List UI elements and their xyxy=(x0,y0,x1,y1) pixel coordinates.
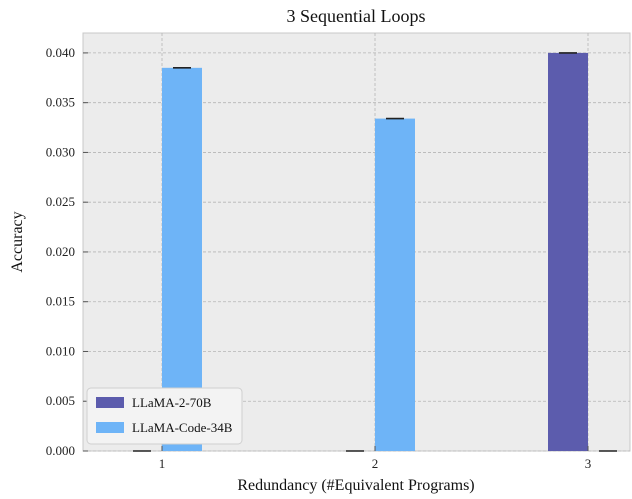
y-tick-label: 0.025 xyxy=(46,194,75,209)
tick-labels: 0.000 0.005 0.010 0.015 0.020 0.025 0.030 0.035… xyxy=(46,45,592,471)
y-tick-label: 0.015 xyxy=(46,294,75,309)
y-tick-label: 0.020 xyxy=(46,244,75,259)
bar-llama-code-34b-2 xyxy=(375,118,415,451)
bars xyxy=(133,52,617,452)
x-tick-label: 2 xyxy=(372,456,379,471)
bar-llama-code-34b-1 xyxy=(162,67,202,451)
y-axis-title: Accuracy xyxy=(9,211,26,272)
y-tick-label: 0.010 xyxy=(46,343,75,358)
legend-label-llama-2-70b: LLaMA-2-70B xyxy=(132,395,212,410)
y-tick-label: 0.000 xyxy=(46,443,75,458)
legend-box xyxy=(86,387,243,445)
bar-llama-2-70b-3 xyxy=(548,52,588,452)
x-tick-label: 1 xyxy=(159,456,166,471)
y-tick-label: 0.030 xyxy=(46,144,75,159)
x-axis-title: Redundancy (#Equivalent Programs) xyxy=(237,477,474,494)
chart-title: 3 Sequential Loops xyxy=(287,6,426,26)
legend-swatch-llama-2-70b xyxy=(96,397,124,408)
legend-swatch-llama-code-34b xyxy=(96,422,124,433)
legend-label-llama-code-34b: LLaMA-Code-34B xyxy=(132,420,233,435)
y-tick-label: 0.005 xyxy=(46,393,75,408)
legend: LLaMA-2-70B LLaMA-Code-34B xyxy=(86,387,243,445)
y-tick-label: 0.035 xyxy=(46,95,75,110)
x-tick-label: 3 xyxy=(585,456,592,471)
y-tick-label: 0.040 xyxy=(46,45,75,60)
